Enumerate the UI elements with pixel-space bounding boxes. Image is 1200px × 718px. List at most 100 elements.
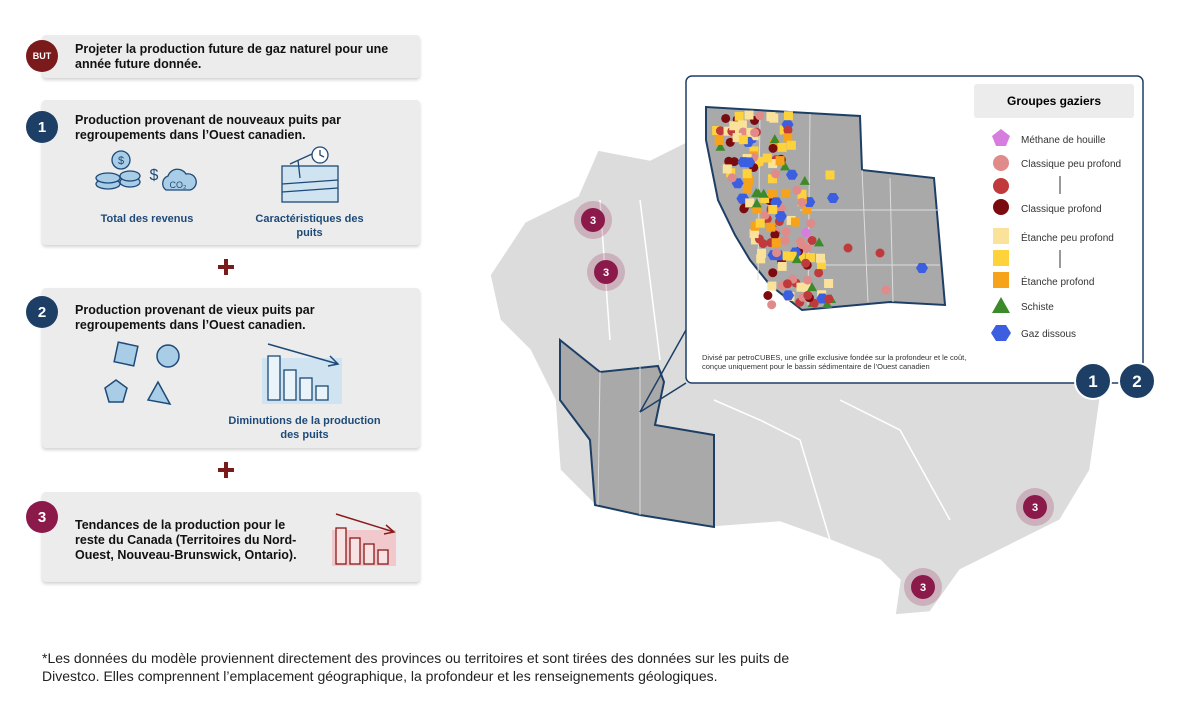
well [727, 173, 737, 183]
well [743, 176, 753, 186]
legend-swatch [993, 228, 1009, 244]
map-marker [581, 208, 605, 232]
well [751, 158, 761, 168]
well [806, 218, 816, 228]
well [767, 174, 777, 184]
well [807, 282, 818, 292]
well [756, 254, 766, 264]
well [722, 164, 732, 174]
legend-title: Groupes gaziers [1007, 94, 1101, 108]
well [768, 268, 778, 278]
well [780, 161, 791, 171]
well [742, 169, 752, 179]
trend-icon [332, 513, 396, 566]
well [786, 140, 796, 150]
plus [218, 462, 234, 478]
item-label: Total des revenus [100, 213, 194, 225]
well [768, 204, 778, 214]
well [770, 197, 783, 208]
legend-swatch [993, 178, 1009, 194]
plus [218, 259, 234, 275]
well [752, 203, 762, 213]
legend-swatch [993, 250, 1009, 266]
well [824, 294, 834, 304]
well [814, 237, 825, 247]
well [881, 285, 891, 295]
well [749, 229, 759, 239]
well-markers [712, 110, 928, 310]
goal-card: BUT Projeter la production future de gaz… [26, 35, 420, 78]
inset-note: Divisé par petroCUBES, une grille exclus… [702, 353, 966, 371]
step-card: 2 Production provenant de vieux puits pa… [26, 288, 420, 448]
connector [639, 329, 687, 413]
well [755, 111, 765, 121]
well [801, 227, 811, 237]
well [780, 236, 790, 246]
marker-label: 3 [590, 215, 596, 227]
well [734, 111, 744, 121]
well [781, 227, 791, 237]
well [795, 252, 805, 262]
legend-swatch [992, 297, 1010, 313]
step-badge: 1 [26, 111, 58, 143]
well [721, 113, 731, 123]
well [715, 126, 725, 136]
well [729, 121, 739, 131]
well [797, 197, 807, 207]
well [737, 120, 747, 130]
well [805, 253, 815, 263]
marker-label: 1 [1088, 372, 1097, 391]
map-marker [1023, 495, 1047, 519]
well [807, 235, 817, 245]
goal-text: Projeter la production future de gaz nat… [75, 42, 389, 71]
well [715, 141, 726, 151]
map-marker [594, 260, 618, 284]
well [803, 275, 813, 285]
well [769, 113, 779, 123]
legend-label: Méthane de houille [1021, 135, 1106, 146]
well [816, 253, 826, 263]
marker-label: 3 [920, 582, 926, 594]
step-title: Production provenant de nouveaux puits p… [75, 113, 342, 142]
well [916, 263, 928, 273]
well [768, 159, 778, 169]
well [767, 189, 777, 199]
well [825, 170, 835, 180]
map-marker [1118, 362, 1156, 400]
well [802, 205, 812, 215]
well [714, 135, 724, 145]
item-label: Diminutions de la production des puits [228, 415, 381, 441]
map-marker [1074, 362, 1112, 400]
legend-label: Schiste [1021, 302, 1054, 313]
legend-label: Étanche profond [1021, 275, 1094, 288]
connector [639, 382, 687, 413]
marker-label: 3 [603, 267, 609, 279]
well [768, 143, 778, 153]
western-borders [597, 367, 641, 515]
well [777, 142, 787, 152]
well [777, 261, 787, 271]
well [760, 210, 770, 220]
legend-header [974, 84, 1134, 118]
well [782, 251, 792, 261]
well [745, 198, 755, 208]
wells-icon [281, 146, 339, 203]
marker-label: 2 [1132, 372, 1141, 391]
well [758, 239, 768, 249]
step-badge: 2 [26, 296, 58, 328]
well [824, 279, 834, 289]
decline-icon [262, 343, 342, 404]
well [763, 290, 773, 300]
well [796, 236, 806, 246]
well [725, 137, 735, 147]
step-card: 3 Tendances de la production pour le res… [26, 492, 420, 582]
well [771, 238, 781, 248]
well [783, 125, 793, 135]
icon-text: $ [150, 167, 159, 184]
well [782, 290, 795, 301]
well [750, 221, 760, 231]
well [769, 134, 780, 144]
well [787, 251, 797, 261]
legend: Méthane de houille Classique peu profond… [991, 129, 1121, 341]
